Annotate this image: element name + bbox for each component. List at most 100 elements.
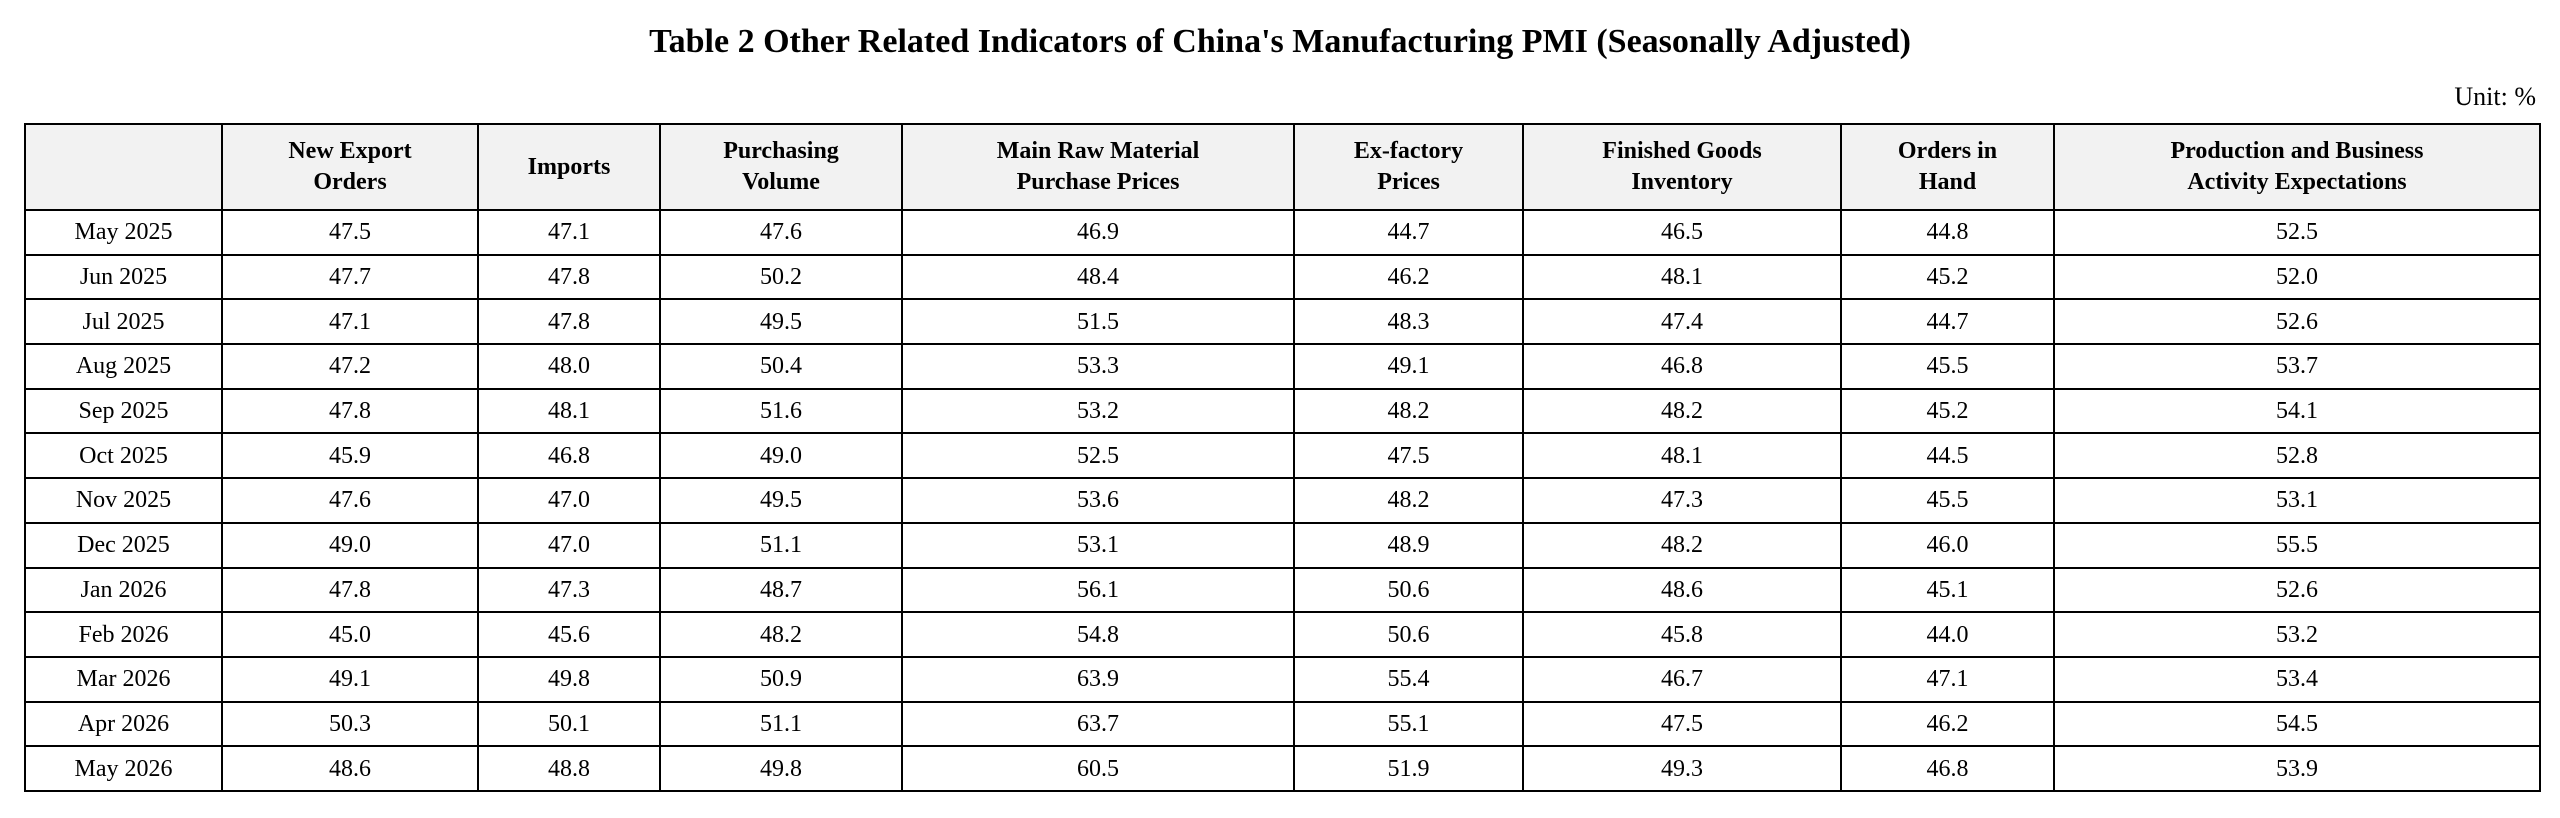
value-cell: 53.2 <box>901 387 1295 435</box>
value-cell: 47.0 <box>477 521 661 569</box>
value-cell: 45.6 <box>477 611 661 658</box>
value-cell: 51.6 <box>659 387 903 435</box>
column-header: Production and Business Activity Expecta… <box>2053 123 2541 211</box>
column-header: New Export Orders <box>221 123 479 211</box>
value-cell: 47.8 <box>477 298 661 346</box>
value-cell: 48.1 <box>477 387 661 435</box>
value-cell: 52.6 <box>2053 298 2541 346</box>
value-cell: 48.9 <box>1293 521 1524 569</box>
value-cell: 47.2 <box>221 343 479 390</box>
value-cell: 63.9 <box>901 655 1295 703</box>
table-row: May 2025 47.5 47.1 47.6 46.9 44.7 46.5 44.8 52.5 <box>24 209 2541 256</box>
period-cell: May 2025 <box>24 209 223 256</box>
value-cell: 45.9 <box>221 432 479 480</box>
value-cell: 49.0 <box>659 432 903 480</box>
value-cell: 44.5 <box>1840 432 2055 480</box>
column-header-period <box>24 123 223 211</box>
value-cell: 51.1 <box>659 700 903 748</box>
value-cell: 47.7 <box>221 253 479 301</box>
value-cell: 44.0 <box>1840 611 2055 658</box>
value-cell: 47.1 <box>477 209 661 256</box>
value-cell: 47.6 <box>659 209 903 256</box>
column-header: Orders in Hand <box>1840 123 2055 211</box>
value-cell: 51.5 <box>901 298 1295 346</box>
value-cell: 46.8 <box>1840 745 2055 792</box>
value-cell: 45.8 <box>1522 611 1842 658</box>
table-row: Feb 2026 45.0 45.6 48.2 54.8 50.6 45.8 44.0 53.2 <box>24 611 2541 658</box>
value-cell: 47.8 <box>477 253 661 301</box>
value-cell: 44.8 <box>1840 209 2055 256</box>
value-cell: 45.0 <box>221 611 479 658</box>
value-cell: 47.8 <box>221 566 479 614</box>
period-cell: Dec 2025 <box>24 521 223 569</box>
value-cell: 46.9 <box>901 209 1295 256</box>
value-cell: 52.5 <box>2053 209 2541 256</box>
value-cell: 45.2 <box>1840 387 2055 435</box>
value-cell: 50.2 <box>659 253 903 301</box>
value-cell: 48.7 <box>659 566 903 614</box>
value-cell: 52.5 <box>901 432 1295 480</box>
value-cell: 47.8 <box>221 387 479 435</box>
value-cell: 49.1 <box>221 655 479 703</box>
value-cell: 53.3 <box>901 343 1295 390</box>
value-cell: 46.7 <box>1522 655 1842 703</box>
value-cell: 49.3 <box>1522 745 1842 792</box>
value-cell: 48.1 <box>1522 253 1842 301</box>
value-cell: 53.6 <box>901 477 1295 524</box>
value-cell: 46.2 <box>1293 253 1524 301</box>
value-cell: 55.4 <box>1293 655 1524 703</box>
value-cell: 45.2 <box>1840 253 2055 301</box>
value-cell: 50.3 <box>221 700 479 748</box>
value-cell: 44.7 <box>1840 298 2055 346</box>
value-cell: 56.1 <box>901 566 1295 614</box>
value-cell: 53.2 <box>2053 611 2541 658</box>
value-cell: 48.6 <box>221 745 479 792</box>
column-header: Finished Goods Inventory <box>1522 123 1842 211</box>
value-cell: 44.7 <box>1293 209 1524 256</box>
table-row: Sep 2025 47.8 48.1 51.6 53.2 48.2 48.2 45.2 54.1 <box>24 387 2541 435</box>
value-cell: 45.1 <box>1840 566 2055 614</box>
value-cell: 51.1 <box>659 521 903 569</box>
column-header: Ex-factory Prices <box>1293 123 1524 211</box>
table-row: Dec 2025 49.0 47.0 51.1 53.1 48.9 48.2 46.0 55.5 <box>24 521 2541 569</box>
value-cell: 45.5 <box>1840 343 2055 390</box>
value-cell: 53.1 <box>901 521 1295 569</box>
value-cell: 48.0 <box>477 343 661 390</box>
period-cell: Aug 2025 <box>24 343 223 390</box>
value-cell: 49.8 <box>659 745 903 792</box>
value-cell: 49.1 <box>1293 343 1524 390</box>
value-cell: 48.3 <box>1293 298 1524 346</box>
value-cell: 53.1 <box>2053 477 2541 524</box>
header-row: New Export Orders Imports Purchasing Volum… <box>24 123 2541 211</box>
value-cell: 49.0 <box>221 521 479 569</box>
value-cell: 48.8 <box>477 745 661 792</box>
table-row: Oct 2025 45.9 46.8 49.0 52.5 47.5 48.1 44.5 52.8 <box>24 432 2541 480</box>
value-cell: 45.5 <box>1840 477 2055 524</box>
value-cell: 47.5 <box>1293 432 1524 480</box>
value-cell: 54.8 <box>901 611 1295 658</box>
table-row: Jun 2025 47.7 47.8 50.2 48.4 46.2 48.1 45.2 52.0 <box>24 253 2541 301</box>
value-cell: 48.2 <box>1293 387 1524 435</box>
column-header: Purchasing Volume <box>659 123 903 211</box>
pmi-indicators-table: New Export Orders Imports Purchasing Volum… <box>24 123 2541 792</box>
period-cell: Apr 2026 <box>24 700 223 748</box>
value-cell: 50.6 <box>1293 566 1524 614</box>
value-cell: 47.1 <box>221 298 479 346</box>
value-cell: 53.4 <box>2053 655 2541 703</box>
value-cell: 52.8 <box>2053 432 2541 480</box>
value-cell: 46.8 <box>477 432 661 480</box>
value-cell: 60.5 <box>901 745 1295 792</box>
value-cell: 46.0 <box>1840 521 2055 569</box>
value-cell: 55.1 <box>1293 700 1524 748</box>
value-cell: 47.1 <box>1840 655 2055 703</box>
period-cell: Jun 2025 <box>24 253 223 301</box>
value-cell: 48.2 <box>1522 387 1842 435</box>
value-cell: 50.9 <box>659 655 903 703</box>
table-header: New Export Orders Imports Purchasing Volum… <box>24 123 2541 211</box>
column-header: Imports <box>477 123 661 211</box>
value-cell: 47.4 <box>1522 298 1842 346</box>
value-cell: 47.3 <box>477 566 661 614</box>
value-cell: 47.0 <box>477 477 661 524</box>
period-cell: Sep 2025 <box>24 387 223 435</box>
